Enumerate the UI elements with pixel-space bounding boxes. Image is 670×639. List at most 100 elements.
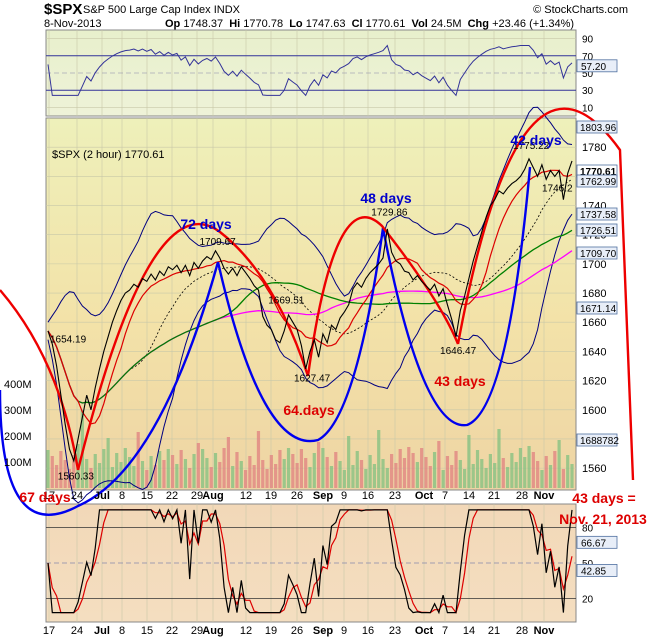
volume-bar bbox=[295, 463, 299, 488]
volume-bar bbox=[222, 448, 226, 488]
copyright: © StockCharts.com bbox=[533, 4, 628, 16]
x-tick-label: 12 bbox=[240, 490, 252, 502]
volume-bar bbox=[239, 461, 243, 488]
x-tick-label-bottom: 23 bbox=[389, 625, 401, 637]
volume-bar bbox=[514, 462, 518, 488]
volume-bar bbox=[231, 466, 235, 488]
price-point-label: 1775.22 bbox=[513, 141, 550, 152]
x-tick-label: 19 bbox=[265, 490, 277, 502]
volume-bar bbox=[536, 461, 540, 488]
x-tick-label: 21 bbox=[488, 490, 500, 502]
x-tick-label: Jul bbox=[94, 490, 110, 502]
volume-bar bbox=[432, 452, 437, 488]
vol-label: Vol bbox=[411, 18, 428, 30]
volume-bar bbox=[278, 450, 282, 488]
x-tick-label-bottom: 28 bbox=[516, 625, 528, 637]
hi-value: 1770.78 bbox=[243, 18, 284, 30]
chg-value: +23.46 (+1.34%) bbox=[492, 18, 575, 30]
x-tick-label-bottom: 29 bbox=[191, 625, 203, 637]
cycle-annotation: 43 days = bbox=[572, 490, 635, 506]
volume-bar bbox=[316, 442, 321, 488]
volume-bar bbox=[188, 468, 192, 488]
stochastic-series bbox=[47, 507, 573, 615]
volume-bar bbox=[321, 448, 325, 488]
x-tick-label: 26 bbox=[291, 490, 303, 502]
x-tick-label-bottom: 7 bbox=[442, 625, 448, 637]
volume-bar bbox=[454, 451, 458, 488]
volume-bar bbox=[531, 452, 535, 488]
volume-bar bbox=[523, 457, 527, 488]
lo-value: 1747.63 bbox=[305, 18, 346, 30]
op-label: Op bbox=[165, 18, 181, 30]
volume-bar bbox=[544, 456, 548, 488]
x-tick-label: 16 bbox=[362, 490, 374, 502]
volume-bar bbox=[93, 454, 97, 488]
volume-bar bbox=[570, 464, 574, 488]
volume-bar bbox=[256, 431, 261, 488]
volume-bar bbox=[282, 459, 286, 488]
volume-bar bbox=[218, 462, 222, 488]
x-tick-label-bottom: 12 bbox=[240, 625, 252, 637]
volume-bar bbox=[334, 452, 338, 488]
x-tick-label: 8 bbox=[119, 490, 125, 502]
x-tick-label-bottom: 16 bbox=[362, 625, 374, 637]
volume-bar bbox=[89, 468, 93, 488]
volume-bar bbox=[394, 463, 398, 488]
x-tick-label-bottom: 19 bbox=[265, 625, 277, 637]
price-tick-label: 1780 bbox=[582, 142, 606, 154]
volume-bar bbox=[299, 449, 304, 488]
volume-bar bbox=[205, 458, 209, 488]
volume-bar bbox=[128, 457, 132, 488]
volume-bar bbox=[463, 469, 467, 488]
x-tick-label-bottom: Oct bbox=[415, 625, 434, 637]
price-point-label: 1709.67 bbox=[200, 237, 237, 248]
volume-bar bbox=[115, 453, 119, 488]
price-point-label: 1646.47 bbox=[440, 346, 477, 357]
x-tick-label-bottom: Nov bbox=[534, 625, 556, 637]
volume-bar bbox=[484, 468, 488, 488]
rsi-value-box bbox=[576, 59, 618, 73]
volume-bar bbox=[445, 456, 450, 488]
volume-bar bbox=[420, 448, 424, 488]
x-tick-label: 28 bbox=[516, 490, 528, 502]
op-value: 1748.37 bbox=[183, 18, 224, 30]
cycle-annotation: 64.days bbox=[283, 402, 335, 418]
ohlc-readout: Op 1748.37 Hi 1770.78 Lo 1747.63 Cl 1770… bbox=[165, 18, 574, 30]
volume-bar bbox=[501, 458, 505, 488]
volume-bar bbox=[286, 448, 291, 488]
x-tick-label: 23 bbox=[389, 490, 401, 502]
volume-bar bbox=[252, 465, 256, 488]
volume-bar bbox=[102, 449, 106, 488]
x-tick-label-bottom: Aug bbox=[202, 625, 223, 637]
volume-bar bbox=[505, 467, 510, 488]
volume-bar bbox=[54, 465, 59, 488]
volume-bar bbox=[342, 470, 346, 488]
volume-bar bbox=[158, 451, 162, 488]
volume-bar bbox=[364, 469, 368, 488]
volume-bar bbox=[243, 470, 248, 488]
cycle-arc-blue bbox=[216, 227, 385, 443]
volume-bar bbox=[437, 441, 441, 488]
volume-bar bbox=[424, 457, 428, 488]
volume-bar bbox=[46, 450, 50, 488]
price-series bbox=[47, 157, 573, 463]
volume-bar bbox=[372, 464, 377, 488]
x-tick-label-bottom: 22 bbox=[166, 625, 178, 637]
price-tick-label: 1680 bbox=[582, 288, 606, 300]
volume-bar bbox=[312, 453, 316, 488]
x-tick-label: 15 bbox=[141, 490, 153, 502]
vol-value: 24.5M bbox=[430, 18, 462, 30]
x-tick-label: Oct bbox=[415, 490, 434, 502]
volume-bar bbox=[136, 432, 140, 488]
volume-bar bbox=[480, 459, 484, 488]
volume-bar bbox=[179, 450, 183, 488]
price-box-label: 1737.58 bbox=[580, 210, 617, 221]
volume-bar bbox=[338, 461, 342, 488]
volume-bar bbox=[347, 436, 351, 488]
main-series-label: $SPX (2 hour) 1770.61 bbox=[52, 149, 165, 161]
price-tick-label: 1620 bbox=[582, 376, 606, 388]
volume-bar bbox=[557, 440, 561, 488]
volume-bar bbox=[261, 460, 265, 488]
volume-bar bbox=[381, 459, 385, 488]
volume-bar bbox=[458, 460, 462, 488]
